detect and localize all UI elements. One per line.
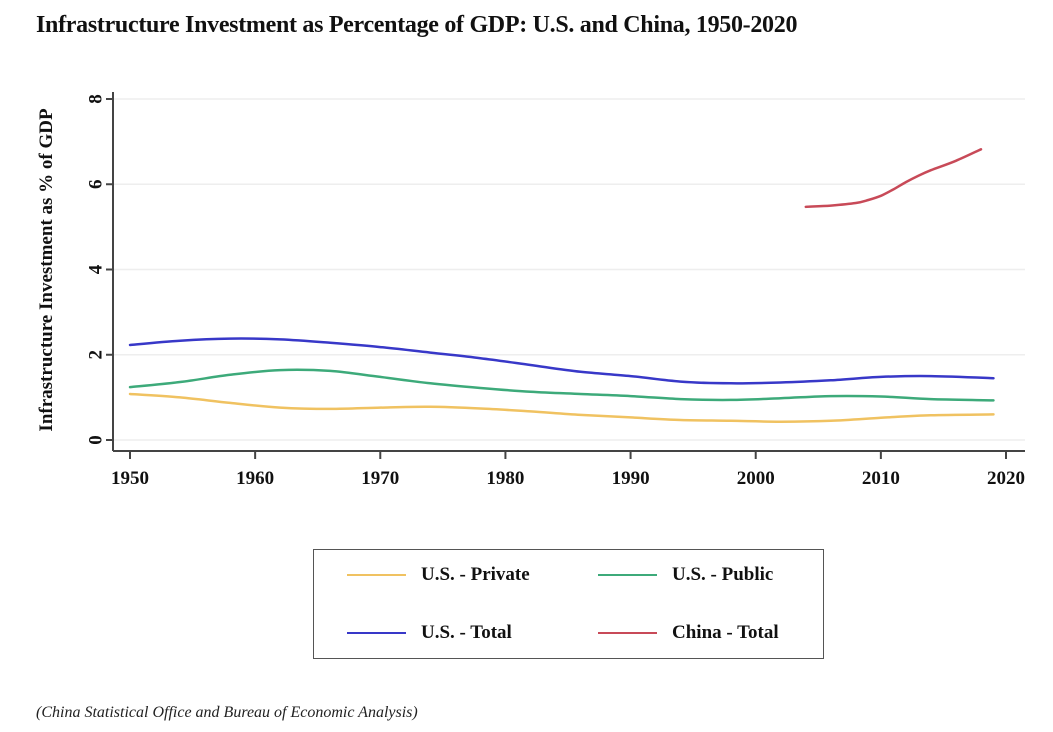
legend-label-us-public: U.S. - Public xyxy=(672,564,774,585)
y-tick-label: 2 xyxy=(86,350,107,360)
source-note: (China Statistical Office and Bureau of … xyxy=(36,704,418,721)
legend-swatch-us-private xyxy=(347,573,406,577)
series-line-china-total xyxy=(804,148,983,209)
y-tick-label: 4 xyxy=(86,264,107,274)
legend-item-us-public: U.S. - Public xyxy=(598,563,773,587)
x-tick-label: 1980 xyxy=(486,468,524,489)
legend-swatch-china-total xyxy=(598,631,657,635)
chart-plot: 0 2 4 6 8 1950 1960 1970 1980 1990 2000 2010 2020 In… xyxy=(36,92,1026,489)
legend-item-china-total: China - Total xyxy=(598,621,779,645)
series-line-u-s-private xyxy=(128,392,995,423)
legend-label-us-private: U.S. - Private xyxy=(421,564,530,585)
x-tick-label: 2010 xyxy=(862,468,900,489)
x-tick-label: 1950 xyxy=(111,468,149,489)
x-tick-label: 2020 xyxy=(987,468,1025,489)
legend-label-china-total: China - Total xyxy=(672,622,779,643)
gridlines xyxy=(114,98,1025,441)
x-tick-label: 1990 xyxy=(612,468,650,489)
x-tick-label: 1960 xyxy=(236,468,274,489)
legend: U.S. - Private U.S. - Public U.S. - Tota… xyxy=(313,549,824,659)
y-tick-label: 0 xyxy=(86,435,107,445)
legend-swatch-us-total xyxy=(347,631,406,635)
series-line-u-s-total xyxy=(128,337,995,385)
y-tick-label: 6 xyxy=(86,180,107,190)
series-line-u-s-public xyxy=(128,368,995,402)
series-lines xyxy=(128,148,995,423)
axis-ticks: 0 2 4 6 8 1950 1960 1970 1980 1990 2000 2010 2020 xyxy=(86,94,1026,489)
axes xyxy=(112,92,1025,452)
legend-item-us-private: U.S. - Private xyxy=(347,563,530,587)
legend-item-us-total: U.S. - Total xyxy=(347,621,512,645)
x-tick-label: 2000 xyxy=(737,468,775,489)
y-axis-title: Infrastructure Investment as % of GDP xyxy=(36,108,57,432)
legend-swatch-us-public xyxy=(598,573,657,577)
legend-label-us-total: U.S. - Total xyxy=(421,622,512,643)
x-tick-label: 1970 xyxy=(361,468,399,489)
chart-title: Infrastructure Investment as Percentage … xyxy=(36,12,798,38)
y-tick-label: 8 xyxy=(86,94,107,104)
